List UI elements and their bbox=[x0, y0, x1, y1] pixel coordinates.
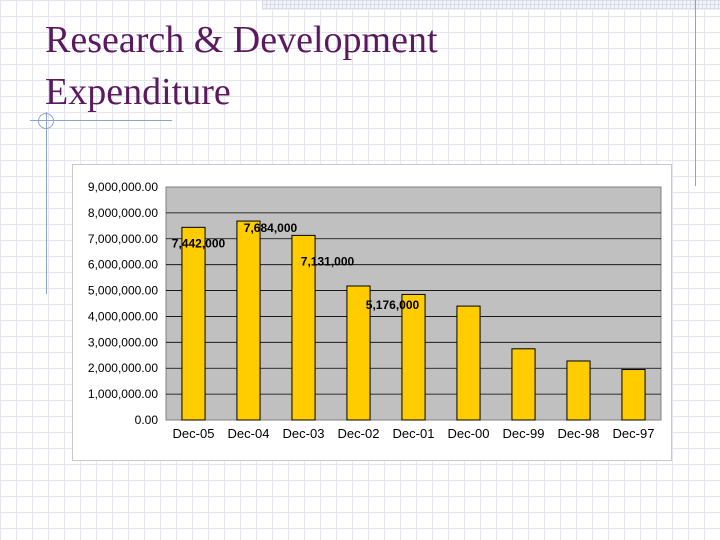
slide-title-line-2: Expenditure bbox=[45, 71, 231, 113]
x-tick-label: Dec-97 bbox=[613, 426, 655, 441]
y-tick-label: 9,000,000.00 bbox=[88, 180, 158, 194]
data-label: 7,131,000 bbox=[301, 254, 355, 268]
slide-title: Research & Development Expenditure bbox=[45, 14, 565, 118]
y-tick-label: 2,000,000.00 bbox=[88, 361, 158, 375]
bar bbox=[621, 369, 646, 421]
bar bbox=[456, 305, 481, 421]
x-tick-label: Dec-02 bbox=[338, 426, 380, 441]
x-tick-label: Dec-99 bbox=[503, 426, 545, 441]
y-tick-label: 3,000,000.00 bbox=[88, 335, 158, 349]
y-tick-label: 7,000,000.00 bbox=[88, 232, 158, 246]
data-label: 5,176,000 bbox=[366, 298, 420, 312]
x-tick-label: Dec-00 bbox=[448, 426, 490, 441]
x-tick-label: Dec-03 bbox=[283, 426, 325, 441]
bar bbox=[566, 360, 591, 421]
decorative-rule-vertical bbox=[46, 112, 47, 294]
header-pattern bbox=[262, 0, 720, 10]
decorative-rule-right bbox=[695, 0, 696, 186]
data-label: 7,684,000 bbox=[244, 221, 298, 235]
chart-container: 0.00 1,000,000.00 2,000,000.00 3,000,000.00… bbox=[72, 164, 672, 461]
x-tick-label: Dec-98 bbox=[558, 426, 600, 441]
slide-title-line-1: Research & Development bbox=[45, 19, 438, 61]
y-tick-label: 6,000,000.00 bbox=[88, 258, 158, 272]
bar bbox=[291, 234, 316, 421]
y-tick-label: 8,000,000.00 bbox=[88, 206, 158, 220]
bar bbox=[236, 220, 261, 421]
x-tick-label: Dec-05 bbox=[173, 426, 215, 441]
y-tick-label: 4,000,000.00 bbox=[88, 309, 158, 323]
y-tick-label: 0.00 bbox=[135, 413, 159, 427]
y-tick-label: 5,000,000.00 bbox=[88, 284, 158, 298]
x-tick-label: Dec-01 bbox=[393, 426, 435, 441]
bar bbox=[401, 293, 426, 421]
y-tick-label: 1,000,000.00 bbox=[88, 387, 158, 401]
bar-chart: 0.00 1,000,000.00 2,000,000.00 3,000,000.00… bbox=[88, 180, 662, 441]
bar bbox=[346, 285, 371, 421]
x-tick-label: Dec-04 bbox=[228, 426, 270, 441]
decorative-rule-horizontal bbox=[30, 120, 172, 121]
data-label: 7,442,000 bbox=[172, 236, 226, 250]
bar bbox=[181, 226, 206, 421]
decorative-circle bbox=[38, 113, 54, 129]
bar bbox=[511, 348, 536, 421]
